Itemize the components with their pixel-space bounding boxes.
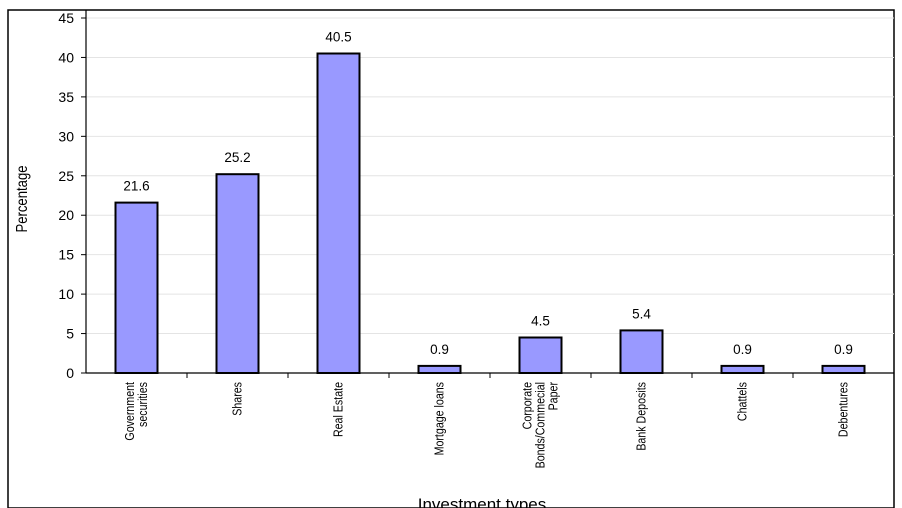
svg-text:Chattels: Chattels	[734, 382, 749, 421]
bar	[215, 173, 260, 374]
x-tick-label: Mortgage loans	[431, 382, 446, 455]
y-tick-label: 10	[58, 286, 74, 302]
x-tick-label: CorporateBonds/CommecialPaper	[519, 382, 560, 469]
svg-text:Governmentsecurities: Governmentsecurities	[122, 381, 150, 440]
svg-text:Shares: Shares	[229, 382, 244, 416]
y-tick-label: 30	[58, 128, 74, 144]
bar	[316, 52, 361, 374]
svg-text:Bank Deposits: Bank Deposits	[633, 382, 648, 451]
y-tick-label: 0	[66, 365, 74, 381]
y-tick-label: 45	[58, 10, 74, 26]
bar	[518, 336, 563, 374]
x-tick-label: Debentures	[835, 382, 850, 437]
data-label: 25.2	[224, 150, 250, 165]
svg-text:Real Estate: Real Estate	[330, 382, 345, 437]
x-tick-label: Chattels	[734, 382, 749, 421]
data-label: 4.5	[531, 314, 550, 329]
bar	[114, 201, 159, 374]
y-tick-label: 40	[58, 49, 74, 65]
data-label: 5.4	[632, 306, 651, 321]
y-tick-label: 15	[58, 247, 74, 263]
bar	[720, 364, 765, 374]
svg-text:CorporateBonds/CommecialPaper: CorporateBonds/CommecialPaper	[519, 382, 560, 469]
data-label: 40.5	[325, 30, 351, 45]
x-tick-label: Shares	[229, 382, 244, 416]
x-tick-label: Governmentsecurities	[122, 381, 150, 440]
y-tick-label: 20	[58, 207, 74, 223]
y-tick-label: 35	[58, 89, 74, 105]
x-tick-label: Real Estate	[330, 382, 345, 437]
bar	[619, 329, 664, 374]
data-label: 0.9	[430, 342, 449, 357]
x-tick-label: Bank Deposits	[633, 382, 648, 451]
data-label: 0.9	[834, 342, 853, 357]
svg-text:Debentures: Debentures	[835, 382, 850, 437]
y-tick-label: 25	[58, 168, 74, 184]
bar	[821, 364, 866, 374]
y-tick-label: 5	[66, 326, 74, 342]
data-label: 0.9	[733, 342, 752, 357]
data-label: 21.6	[123, 179, 149, 194]
svg-text:Mortgage loans: Mortgage loans	[431, 382, 446, 455]
bar	[417, 364, 462, 374]
x-axis-title: Investment types	[418, 495, 547, 508]
y-axis-title: Percentage	[14, 165, 31, 232]
